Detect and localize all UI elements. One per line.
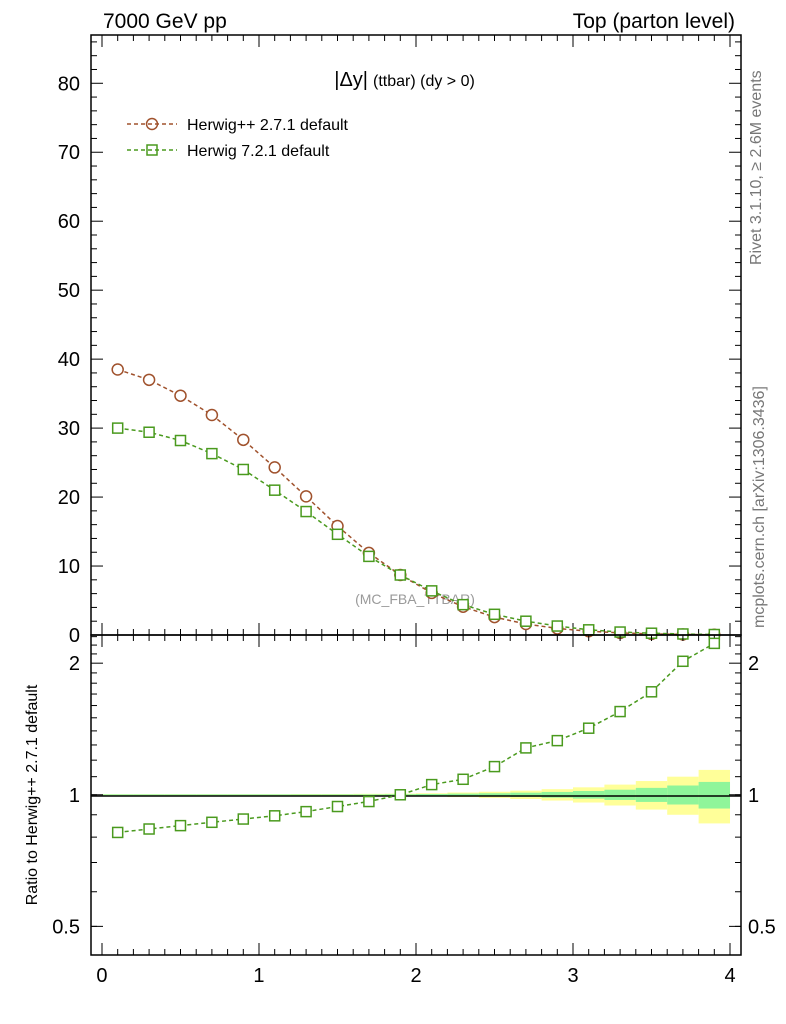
plot-title-main: |Δy| [334, 69, 368, 91]
band-inner [258, 794, 291, 796]
ratio-tick-label-right: 0.5 [748, 916, 776, 938]
data-point [394, 569, 407, 581]
ratio-tick-label-right: 1 [748, 785, 759, 807]
ratio-point [708, 637, 721, 650]
band-inner [604, 789, 636, 800]
ratio-tick-label-right: 2 [748, 653, 759, 675]
y-tick-label: 40 [58, 349, 80, 371]
y-tick-label: 80 [58, 73, 80, 95]
data-point [111, 422, 124, 434]
data-point [363, 550, 375, 563]
ratio-point [425, 778, 438, 791]
ratio-frame [90, 634, 742, 956]
ratio-point [174, 819, 187, 832]
plot-title-sub: (ttbar) (dy > 0) [373, 73, 475, 90]
ratio-point [520, 742, 532, 754]
data-point [174, 434, 187, 447]
legend-label-herwigpp: Herwig++ 2.7.1 default [187, 117, 349, 134]
band-inner [541, 791, 574, 798]
ratio-panel: Ratio to Herwig++ 2.7.1 default 0.5 0.5 1 1… [24, 634, 776, 987]
x-tick-label: 2 [410, 965, 421, 987]
y-tick-label: 30 [58, 418, 80, 440]
data-point [520, 615, 532, 627]
x-tick-label: 0 [96, 965, 107, 987]
ratio-point [394, 789, 407, 801]
band-inner [478, 793, 511, 797]
data-point [237, 463, 250, 476]
x-tick-label: 3 [567, 965, 578, 987]
ratio-point [300, 805, 312, 818]
data-point [425, 585, 438, 597]
ratio-tick-label-left: 1 [69, 785, 80, 807]
ratio-point [645, 686, 658, 698]
y-tick-label: 20 [58, 487, 80, 509]
data-point [237, 433, 250, 447]
data-point [488, 608, 501, 621]
watermark: (MC_FBA_TTBAR) [355, 591, 475, 607]
data-point [205, 408, 219, 422]
band-inner [353, 794, 385, 796]
ratio-point [331, 800, 344, 813]
ratio-point [206, 816, 218, 829]
band-inner [164, 794, 197, 796]
band-inner [573, 791, 605, 799]
band-inner [290, 794, 322, 796]
main-panel: |Δy| (ttbar) (dy > 0) (MC_FBA_TTBAR) 0 10… [58, 34, 742, 647]
header-left: 7000 GeV pp [103, 10, 227, 33]
band-inner [196, 794, 228, 796]
legend-item-herwigpp: Herwig++ 2.7.1 default [127, 117, 349, 134]
x-tick-label: 4 [724, 965, 735, 987]
band-inner [101, 794, 134, 796]
band-inner [321, 794, 354, 796]
data-point [111, 363, 124, 376]
band-inner [698, 781, 731, 809]
band-inner [133, 794, 165, 796]
ratio-point [111, 826, 124, 839]
y-tick-label: 0 [69, 625, 80, 647]
y-tick-label: 10 [58, 556, 80, 578]
ratio-point [457, 773, 469, 786]
data-point [143, 426, 155, 438]
data-point [268, 461, 281, 474]
ratio-point [363, 795, 375, 808]
data-point [551, 620, 564, 632]
data-point [582, 624, 595, 636]
ratio-tick-label-left: 2 [69, 653, 80, 675]
data-point [457, 598, 469, 611]
band-inner [635, 787, 668, 802]
ratio-point [582, 722, 595, 734]
band-inner [510, 792, 542, 797]
mcplots-label: mcplots.cern.ch [arXiv:1306.3436] [751, 386, 768, 628]
band-inner [667, 785, 699, 805]
y-tick-label: 50 [58, 280, 80, 302]
data-point [331, 528, 344, 541]
band-inner [416, 794, 448, 796]
ratio-point [488, 760, 501, 773]
ratio-point [614, 705, 626, 718]
ratio-point [237, 813, 250, 825]
legend: Herwig++ 2.7.1 default Herwig 7.2.1 defa… [127, 117, 349, 160]
x-tick-label: 1 [253, 965, 264, 987]
header-right: Top (parton level) [573, 10, 735, 33]
data-point [174, 389, 187, 402]
data-point [142, 373, 156, 387]
band-inner [227, 794, 259, 796]
y-tick-label: 60 [58, 211, 80, 233]
data-point [299, 490, 313, 503]
legend-item-herwig7: Herwig 7.2.1 default [127, 143, 330, 160]
ratio-point [268, 810, 281, 822]
y-tick-label: 70 [58, 142, 80, 164]
ratio-ylabel: Ratio to Herwig++ 2.7.1 default [24, 684, 41, 905]
ratio-tick-label-left: 0.5 [52, 916, 80, 938]
ratio-point [677, 655, 689, 668]
band-inner [447, 793, 479, 796]
legend-label-herwig7: Herwig 7.2.1 default [187, 143, 330, 160]
ratio-point [551, 734, 564, 747]
rivet-version-label: Rivet 3.1.10, ≥ 2.6M events [748, 70, 765, 265]
data-point [300, 505, 312, 518]
data-point [206, 447, 218, 460]
ratio-point [143, 823, 155, 835]
data-point [268, 484, 281, 496]
